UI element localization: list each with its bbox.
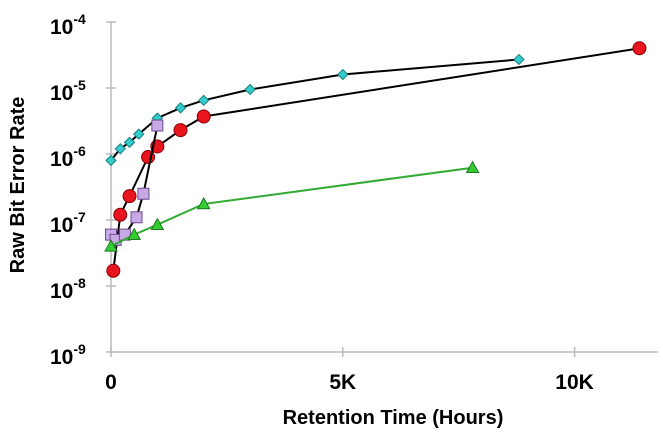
- circle-point: [632, 41, 647, 56]
- x-axis-title: Retention Time (Hours): [283, 407, 504, 429]
- square-point: [151, 119, 164, 132]
- diamond-point: [123, 136, 136, 149]
- x-tick-label: 5K: [329, 371, 356, 394]
- x-tick-label: 10K: [555, 371, 594, 394]
- y-tick-label: 10-7: [50, 209, 86, 237]
- diamond-point: [114, 143, 126, 155]
- series-circle-line: [112, 47, 640, 271]
- diamond-point: [105, 154, 117, 167]
- circle-point: [173, 123, 188, 138]
- circle-point: [106, 263, 121, 278]
- series-triangle-line: [110, 166, 473, 248]
- diamond-point: [244, 83, 256, 96]
- circle-point: [196, 109, 211, 124]
- y-axis-title: Raw Bit Error Rate: [7, 97, 29, 274]
- diamond-point: [198, 94, 210, 107]
- series-diamond-line: [110, 58, 519, 162]
- circle-point: [122, 189, 137, 204]
- diamond-point: [174, 102, 187, 114]
- circle-point: [113, 207, 128, 222]
- triangle-point: [104, 239, 118, 252]
- y-tick-label: 10-6: [50, 143, 86, 171]
- triangle-point: [127, 227, 142, 240]
- diamond-point: [513, 53, 525, 66]
- x-tick-label: 0: [105, 371, 117, 394]
- diamond-point: [337, 68, 349, 81]
- square-point: [130, 211, 143, 224]
- triangle-point: [465, 160, 480, 174]
- y-tick-label: 10-9: [50, 341, 86, 369]
- y-tick-label: 10-8: [50, 275, 86, 303]
- triangle-point: [196, 196, 211, 210]
- square-point: [137, 187, 150, 200]
- y-tick-label: 10-5: [50, 77, 86, 105]
- diamond-point: [133, 128, 145, 140]
- triangle-point: [150, 217, 165, 230]
- y-tick-label: 10-4: [50, 11, 86, 39]
